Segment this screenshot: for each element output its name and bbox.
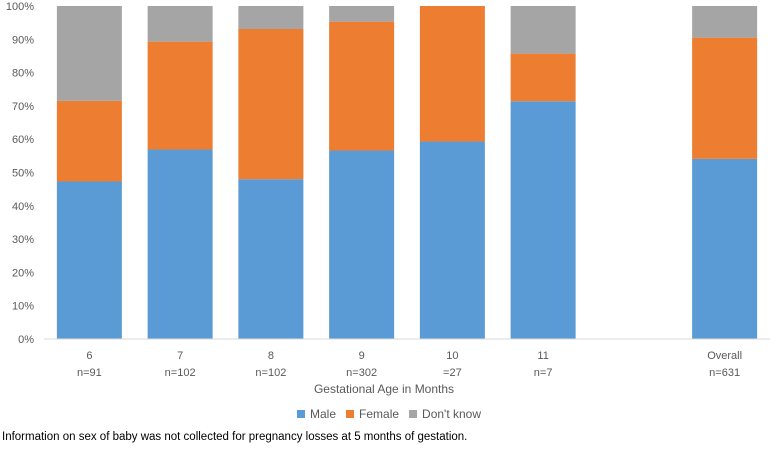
y-tick-label: 40%	[12, 201, 34, 213]
x-category-count: =27	[443, 367, 462, 379]
y-tick-label: 60%	[12, 134, 34, 146]
x-axis-labels: 6 n=91 7 n=102 8 n=102 9 n=302 10 =27 11 n=7 Overall…	[77, 350, 742, 379]
y-tick-label: 80%	[12, 68, 34, 80]
bar-segment-female	[147, 41, 213, 150]
x-category-label: 11	[537, 350, 548, 362]
y-tick-label: 90%	[12, 34, 34, 46]
bar-segment-male	[56, 181, 122, 339]
bar-segment-male	[510, 101, 576, 339]
x-category-label: 7	[177, 350, 183, 362]
y-tick-label: 30%	[12, 234, 34, 246]
x-category-count: n=7	[534, 367, 553, 379]
y-axis-ticks: 0% 10% 20% 30% 40% 50% 60% 70% 80% 90% 100%	[6, 1, 34, 346]
x-category-label: 10	[446, 350, 458, 362]
bar-segment-female	[238, 28, 304, 180]
bar-segment-female	[419, 6, 485, 142]
y-tick-label: 100%	[6, 1, 34, 13]
x-category-count: n=91	[77, 367, 102, 379]
y-tick-label: 0%	[18, 334, 34, 346]
x-category-label: Overall	[707, 350, 742, 362]
legend-swatch	[409, 410, 418, 418]
x-category-label: 6	[86, 350, 92, 362]
y-tick-label: 70%	[12, 101, 34, 113]
legend-label: Male	[310, 407, 336, 421]
bar-segment-don-t-know	[510, 6, 576, 54]
bar-segment-female	[56, 100, 122, 182]
x-category-count: n=631	[709, 367, 740, 379]
bar-segment-male	[419, 141, 485, 339]
stacked-bar-chart: 0% 10% 20% 30% 40% 50% 60% 70% 80% 90% 100% 6 n=91 7…	[6, 1, 770, 421]
bar-segment-female	[692, 37, 758, 159]
legend-label: Female	[359, 407, 399, 421]
legend-swatch	[346, 410, 355, 418]
bar-segment-don-t-know	[238, 6, 304, 29]
bar-segment-male	[147, 149, 213, 339]
legend-swatch	[297, 410, 305, 418]
bar-segment-don-t-know	[329, 6, 395, 22]
bar-segment-male	[238, 179, 304, 339]
y-tick-label: 10%	[12, 301, 34, 313]
x-category-count: n=302	[346, 367, 377, 379]
bar-segment-male	[692, 158, 758, 339]
x-category-label: 8	[268, 350, 274, 362]
legend-label: Don't know	[422, 407, 481, 421]
y-tick-label: 20%	[12, 267, 34, 279]
bar-segment-male	[329, 150, 395, 339]
x-category-count: n=102	[255, 367, 286, 379]
bar-segment-don-t-know	[147, 6, 213, 42]
bar-segment-don-t-know	[56, 6, 122, 101]
x-axis-title: Gestational Age in Months	[314, 382, 454, 396]
footnote: Information on sex of baby was not colle…	[2, 431, 468, 443]
x-category-label: 9	[359, 350, 365, 362]
bar-segment-don-t-know	[692, 6, 758, 38]
legend: Male Female Don't know	[297, 407, 481, 421]
bar-segment-female	[329, 21, 395, 151]
y-tick-label: 50%	[12, 168, 34, 180]
bar-segment-female	[510, 53, 576, 102]
x-category-count: n=102	[165, 367, 196, 379]
bar-area	[56, 6, 758, 339]
